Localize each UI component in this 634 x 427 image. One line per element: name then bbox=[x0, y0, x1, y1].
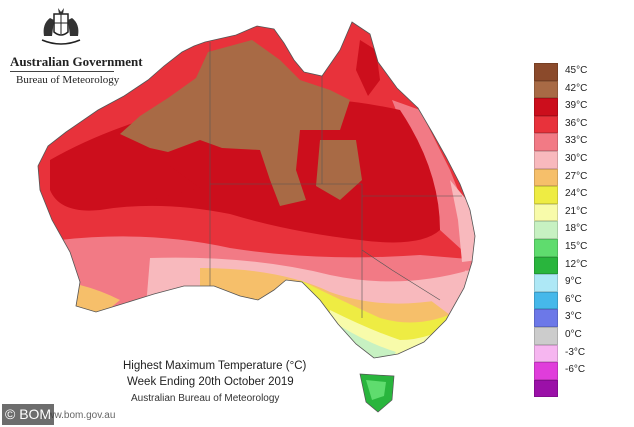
legend-item: 0°C bbox=[534, 326, 630, 345]
legend-item: 27°C bbox=[534, 168, 630, 187]
legend-label: 9°C bbox=[565, 276, 582, 288]
legend-label: 3°C bbox=[565, 311, 582, 323]
legend-label: 24°C bbox=[565, 188, 588, 200]
legend-swatch bbox=[534, 309, 558, 327]
legend-item bbox=[534, 379, 630, 398]
legend-swatch bbox=[534, 326, 558, 345]
legend-label: 36°C bbox=[565, 117, 588, 129]
legend-item: 39°C bbox=[534, 98, 630, 116]
source-url[interactable]: www.bom.gov.au bbox=[40, 410, 116, 421]
legend-item: 15°C bbox=[534, 238, 630, 257]
legend-swatch bbox=[534, 168, 558, 187]
legend-label: 18°C bbox=[565, 223, 588, 235]
legend-label: 45°C bbox=[565, 65, 588, 76]
legend-label: 39°C bbox=[565, 100, 588, 112]
legend-label: 30°C bbox=[565, 152, 588, 164]
agency-title: Australian Government bbox=[10, 54, 143, 69]
legend-swatch bbox=[534, 379, 558, 398]
legend-swatch bbox=[534, 98, 558, 116]
legend-item: 18°C bbox=[534, 221, 630, 239]
legend-swatch bbox=[534, 362, 558, 380]
legend-item: 42°C bbox=[534, 80, 630, 99]
map-source: Australian Bureau of Meteorology bbox=[131, 393, 280, 404]
legend-item: 33°C bbox=[534, 133, 630, 151]
legend-swatch bbox=[534, 150, 558, 169]
agency-divider bbox=[10, 71, 114, 72]
legend-swatch bbox=[534, 203, 558, 222]
image-credit: © BOM bbox=[2, 404, 55, 425]
legend-item: 24°C bbox=[534, 186, 630, 204]
legend-label: 12°C bbox=[565, 258, 588, 270]
legend-swatch bbox=[534, 115, 558, 134]
legend-item: -6°C bbox=[534, 362, 630, 380]
legend-swatch bbox=[534, 256, 558, 275]
legend-label: 0°C bbox=[565, 328, 582, 340]
legend-item: 12°C bbox=[534, 256, 630, 275]
legend-label: 33°C bbox=[565, 135, 588, 147]
legend-swatch bbox=[534, 186, 558, 204]
legend-swatch bbox=[534, 80, 558, 99]
legend-label: 6°C bbox=[565, 293, 582, 305]
legend-item: 6°C bbox=[534, 291, 630, 310]
legend-item: 21°C bbox=[534, 203, 630, 222]
legend-label: 42°C bbox=[565, 82, 588, 94]
legend-swatch bbox=[534, 63, 558, 81]
legend-swatch bbox=[534, 344, 558, 363]
legend-swatch bbox=[534, 238, 558, 257]
map-title: Highest Maximum Temperature (°C) bbox=[123, 360, 307, 372]
legend-swatch bbox=[534, 221, 558, 239]
legend-label: -3°C bbox=[565, 346, 586, 358]
legend-label: -6°C bbox=[565, 364, 586, 376]
legend-swatch bbox=[534, 133, 558, 151]
legend-item: 9°C bbox=[534, 274, 630, 292]
legend-item: 30°C bbox=[534, 150, 630, 169]
coat-of-arms-icon bbox=[41, 8, 81, 45]
legend-item: 36°C bbox=[534, 115, 630, 134]
legend-swatch bbox=[534, 291, 558, 310]
agency-subtitle: Bureau of Meteorology bbox=[16, 74, 120, 86]
legend-item: -3°C bbox=[534, 344, 630, 363]
legend-label: 21°C bbox=[565, 205, 588, 217]
map-period: Week Ending 20th October 2019 bbox=[127, 376, 294, 388]
temperature-legend: 45°C 42°C 39°C 36°C 33°C 30°C 27°C 24°C 21°C 18°C… bbox=[534, 63, 630, 398]
legend-label: 15°C bbox=[565, 240, 588, 252]
legend-item: 45°C bbox=[534, 63, 630, 81]
legend-swatch bbox=[534, 274, 558, 292]
legend-item: 3°C bbox=[534, 309, 630, 327]
legend-label: 27°C bbox=[565, 170, 588, 182]
